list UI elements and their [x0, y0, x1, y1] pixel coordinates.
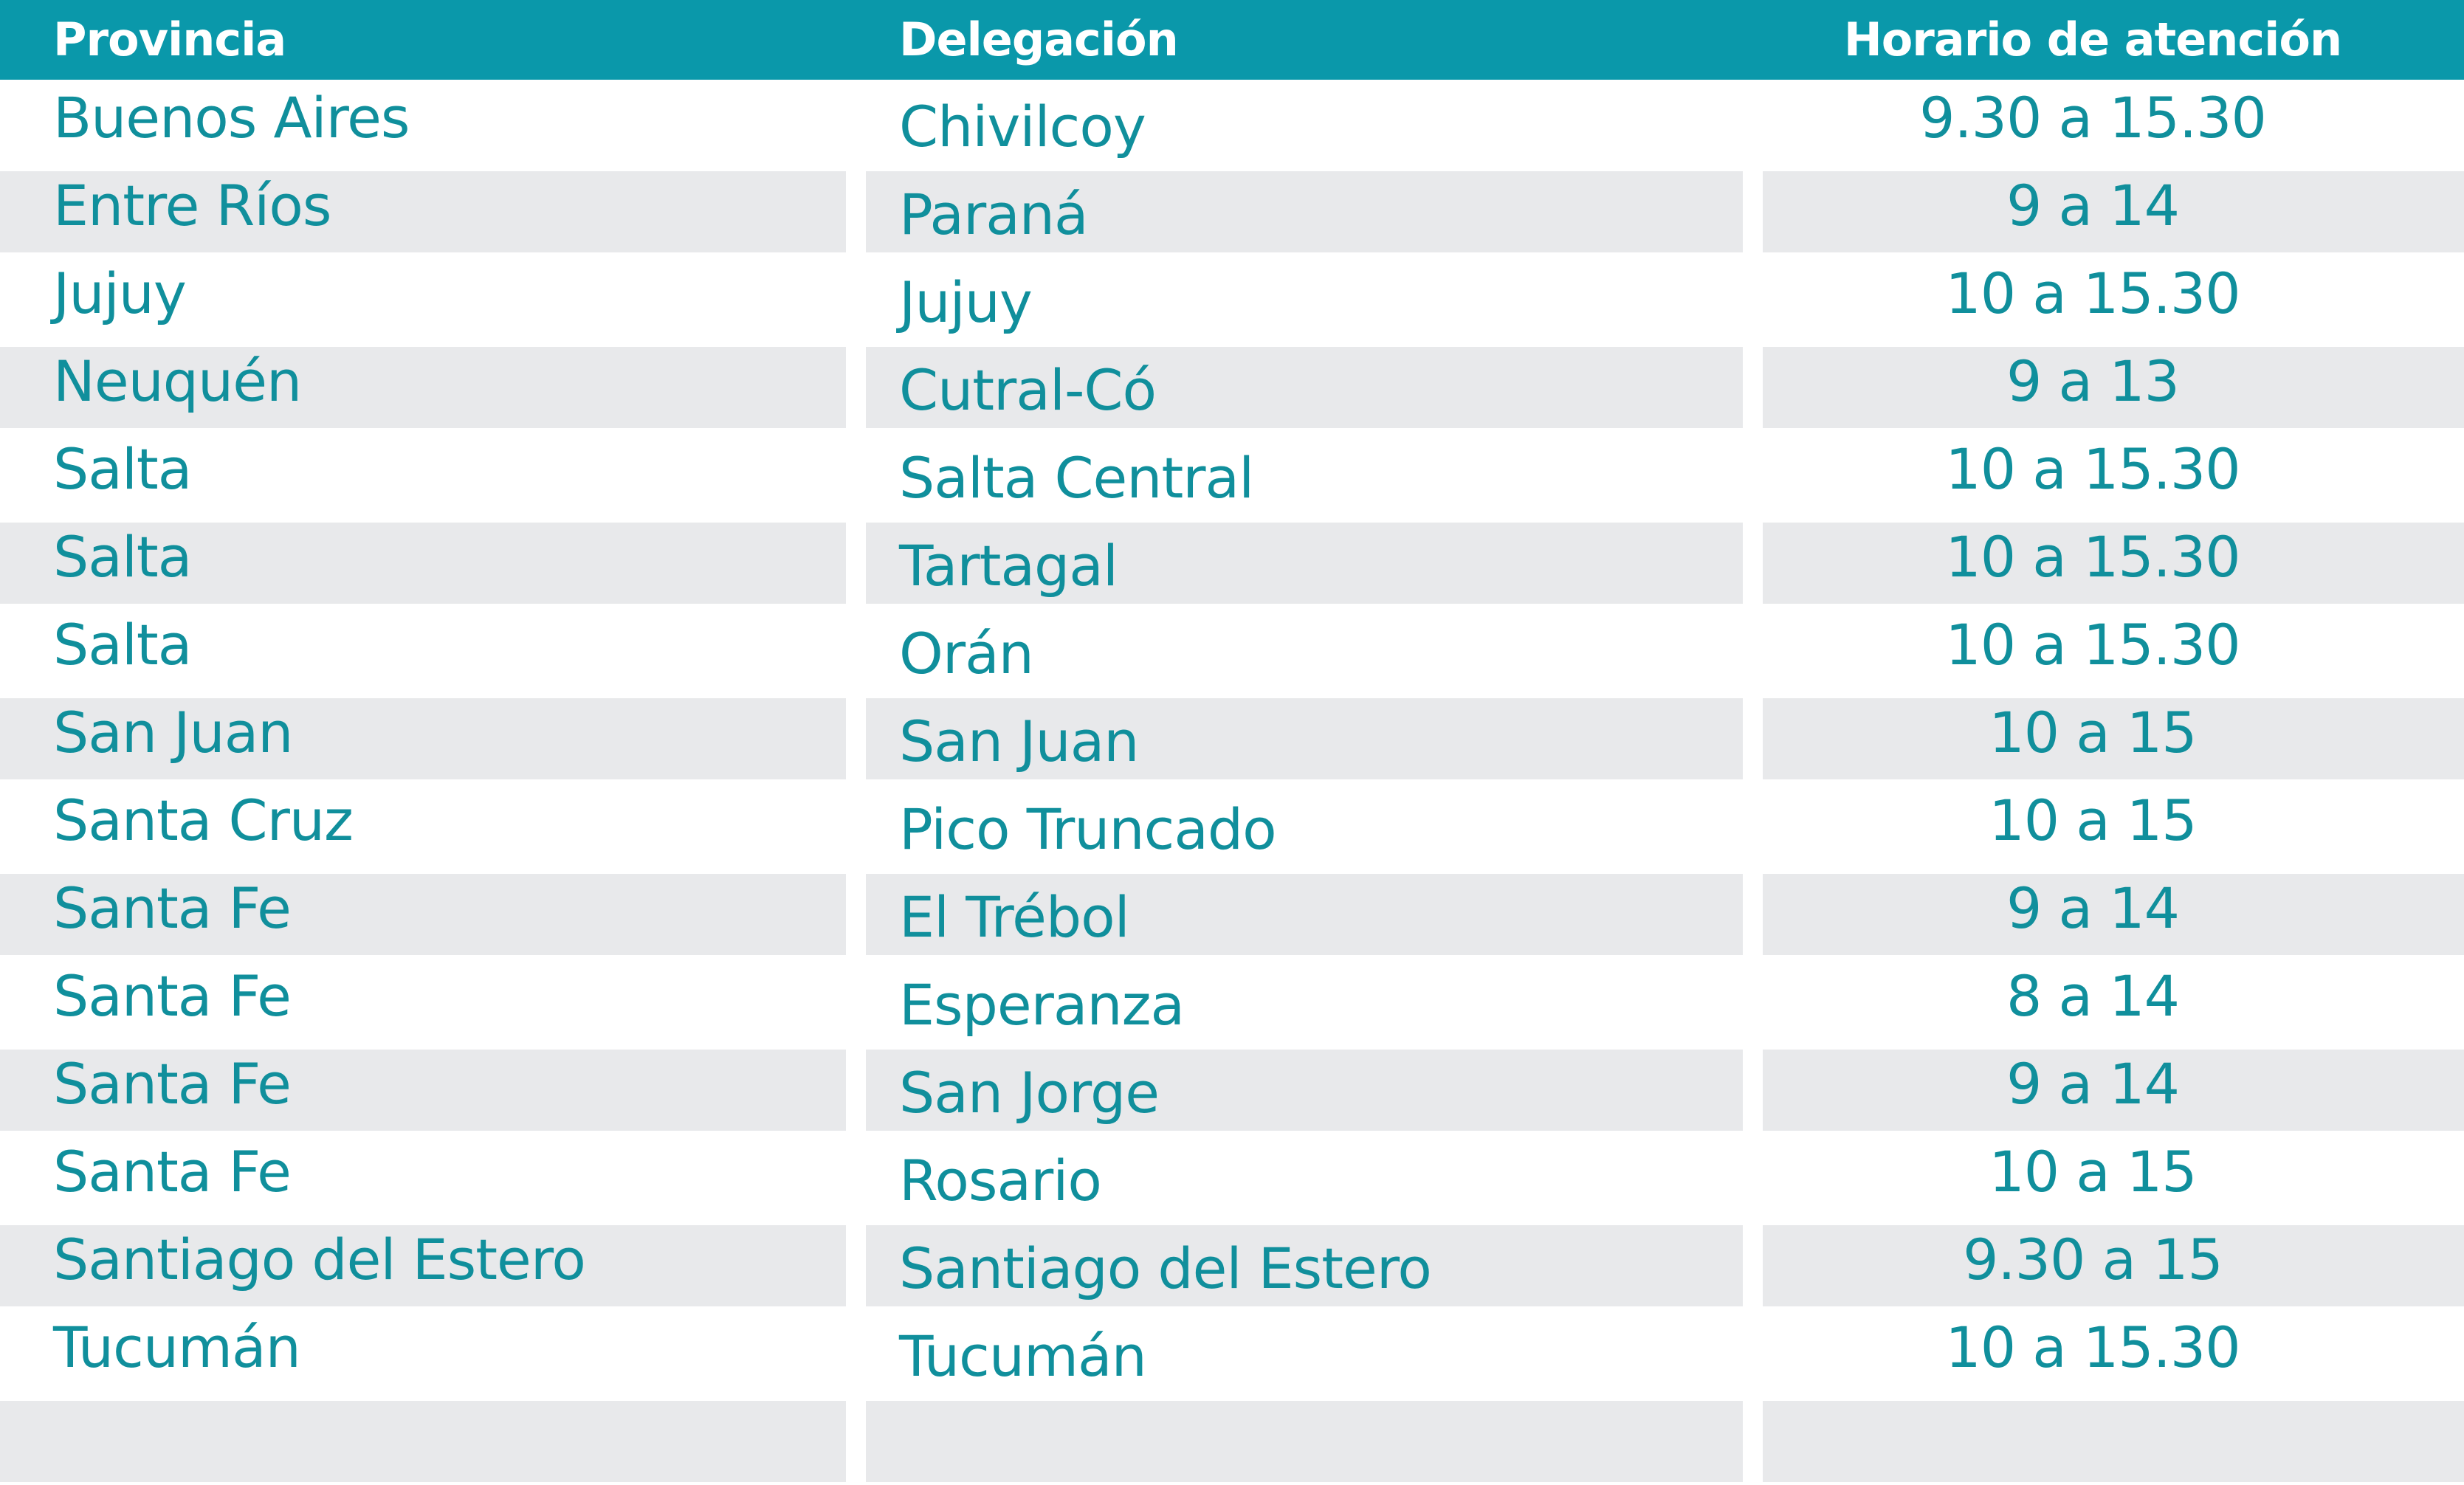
row-shading: [0, 1225, 846, 1306]
cell-delegacion: Jujuy: [899, 269, 1033, 335]
row-shading: [0, 1050, 846, 1131]
row-shading: [1763, 698, 2464, 779]
cell-provincia: Santa Fe: [53, 1051, 292, 1117]
cell-delegacion: Orán: [899, 621, 1034, 686]
table-row: San Juan San Juan 10 a 15: [0, 695, 2464, 782]
cell-horario: 10 a 15: [1989, 1139, 2197, 1205]
row-shading: [0, 171, 846, 252]
cell-delegacion: Salta Central: [899, 445, 1254, 511]
row-shading: [0, 1401, 846, 1482]
column-header-horario: Horario de atención: [1843, 13, 2342, 66]
row-shading: [866, 874, 1743, 955]
table-row: Jujuy Jujuy 10 a 15.30: [0, 255, 2464, 343]
cell-delegacion: Rosario: [899, 1148, 1102, 1213]
table-row: Salta Tartagal 10 a 15.30: [0, 519, 2464, 607]
cell-delegacion: Santiago del Estero: [899, 1236, 1432, 1301]
cell-delegacion: Cutral-Có: [899, 357, 1157, 423]
table-row: Entre Ríos Paraná 9 a 14: [0, 168, 2464, 255]
cell-provincia: Santa Cruz: [53, 788, 354, 853]
cell-delegacion: San Juan: [899, 709, 1139, 774]
row-shading: [866, 1050, 1743, 1131]
row-shading: [866, 1225, 1743, 1306]
cell-provincia: Salta: [53, 524, 192, 590]
cell-provincia: Neuquén: [53, 348, 302, 414]
cell-delegacion: Tucumán: [899, 1323, 1147, 1389]
table-row: Salta Salta Central 10 a 15.30: [0, 431, 2464, 519]
cell-provincia: Salta: [53, 612, 192, 678]
column-header-delegacion: Delegación: [899, 13, 1179, 66]
table-row: [0, 1397, 2464, 1485]
cell-provincia: Salta: [53, 436, 192, 502]
cell-provincia: Buenos Aires: [53, 85, 410, 151]
cell-horario: 9 a 14: [2006, 173, 2180, 238]
table-row: Neuquén Cutral-Có 9 a 13: [0, 343, 2464, 431]
table-row: Santa Fe San Jorge 9 a 14: [0, 1046, 2464, 1134]
table-row: Santa Fe Esperanza 8 a 14: [0, 958, 2464, 1046]
cell-delegacion: Paraná: [899, 182, 1089, 247]
row-shading: [866, 698, 1743, 779]
cell-delegacion: Pico Truncado: [899, 796, 1277, 862]
table-row: Santa Cruz Pico Truncado 10 a 15: [0, 782, 2464, 870]
table-row: Salta Orán 10 a 15.30: [0, 607, 2464, 695]
row-shading: [1763, 171, 2464, 252]
cell-delegacion: El Trébol: [899, 884, 1130, 950]
row-shading: [1763, 347, 2464, 428]
cell-horario: 9.30 a 15.30: [1919, 85, 2267, 151]
row-shading: [866, 347, 1743, 428]
row-shading: [866, 523, 1743, 604]
row-shading: [0, 523, 846, 604]
cell-horario: 9.30 a 15: [1963, 1227, 2223, 1292]
row-shading: [1763, 523, 2464, 604]
row-shading: [0, 874, 846, 955]
column-header-provincia: Provincia: [53, 13, 286, 66]
cell-horario: 10 a 15.30: [1945, 612, 2240, 678]
table-row: Santa Fe El Trébol 9 a 14: [0, 870, 2464, 958]
table-header: Provincia Delegación Horario de atención: [0, 0, 2464, 80]
row-shading: [0, 698, 846, 779]
table-row: Buenos Aires Chivilcoy 9.30 a 15.30: [0, 80, 2464, 168]
cell-horario: 8 a 14: [2006, 963, 2180, 1029]
cell-provincia: Jujuy: [53, 261, 187, 326]
cell-delegacion: Chivilcoy: [899, 94, 1146, 159]
row-shading: [1763, 874, 2464, 955]
cell-horario: 9 a 14: [2006, 1051, 2180, 1117]
cell-delegacion: Tartagal: [899, 533, 1118, 599]
cell-provincia: Tucumán: [53, 1315, 301, 1380]
cell-delegacion: Esperanza: [899, 972, 1185, 1038]
table-row: Tucumán Tucumán 10 a 15.30: [0, 1309, 2464, 1397]
cell-delegacion: San Jorge: [899, 1060, 1160, 1126]
cell-horario: 10 a 15.30: [1945, 524, 2240, 590]
cell-provincia: Santa Fe: [53, 963, 292, 1029]
cell-horario: 10 a 15: [1989, 700, 2197, 765]
row-shading: [866, 1401, 1743, 1482]
cell-horario: 10 a 15.30: [1945, 1315, 2240, 1380]
table-row: Santa Fe Rosario 10 a 15: [0, 1134, 2464, 1222]
table-row: Santiago del Estero Santiago del Estero 9.…: [0, 1222, 2464, 1309]
cell-horario: 9 a 14: [2006, 875, 2180, 941]
cell-provincia: Santiago del Estero: [53, 1227, 586, 1292]
cell-horario: 9 a 13: [2006, 348, 2180, 414]
row-shading: [1763, 1050, 2464, 1131]
cell-horario: 10 a 15.30: [1945, 436, 2240, 502]
cell-provincia: Entre Ríos: [53, 173, 331, 238]
cell-provincia: Santa Fe: [53, 875, 292, 941]
cell-horario: 10 a 15.30: [1945, 261, 2240, 326]
row-shading: [0, 347, 846, 428]
cell-provincia: Santa Fe: [53, 1139, 292, 1205]
row-shading: [866, 171, 1743, 252]
row-shading: [1763, 1401, 2464, 1482]
cell-provincia: San Juan: [53, 700, 293, 765]
cell-horario: 10 a 15: [1989, 788, 2197, 853]
row-shading: [1763, 1225, 2464, 1306]
